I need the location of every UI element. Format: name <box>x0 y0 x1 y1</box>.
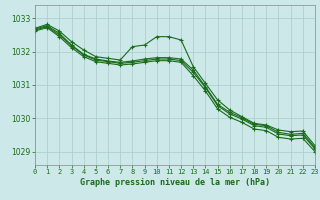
X-axis label: Graphe pression niveau de la mer (hPa): Graphe pression niveau de la mer (hPa) <box>80 178 270 187</box>
